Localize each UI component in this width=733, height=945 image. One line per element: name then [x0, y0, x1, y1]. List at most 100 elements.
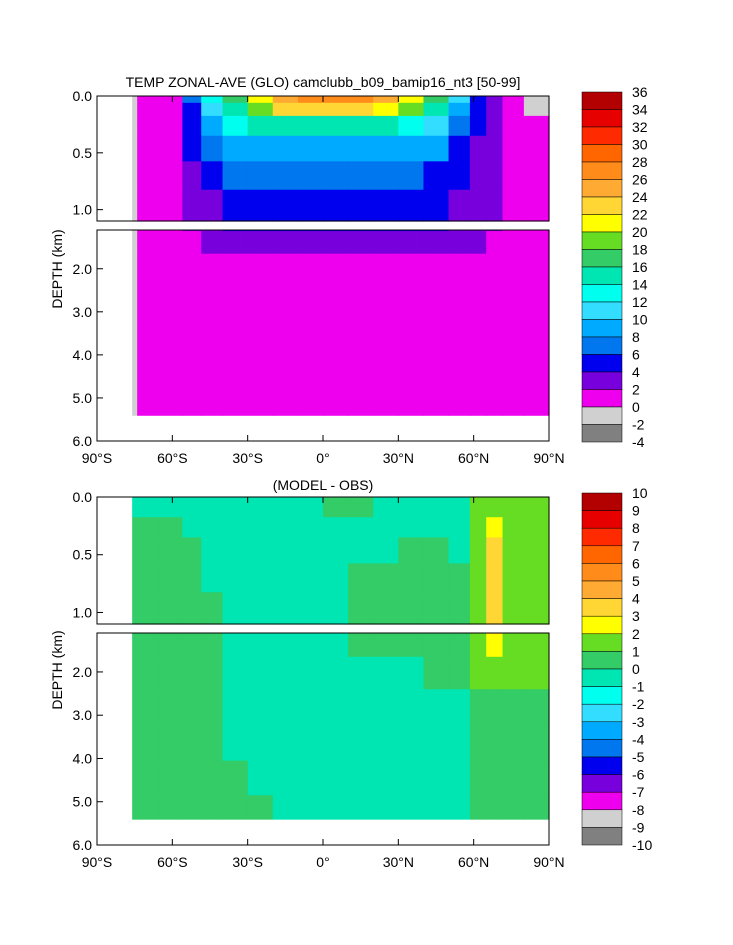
field-cell	[323, 230, 349, 232]
field-cell	[523, 230, 550, 232]
field-cell	[523, 357, 550, 393]
field-cell	[486, 320, 504, 358]
field-cell	[523, 189, 550, 222]
field-cell	[502, 634, 525, 658]
colorbar-swatch	[581, 563, 623, 582]
field-cell	[398, 230, 425, 232]
field-cell	[469, 115, 487, 137]
field-cell	[486, 503, 504, 518]
temperature-panel: TEMP ZONAL-AVE (GLO) camclubb_b09_bamip1…	[49, 74, 648, 466]
colorbar-swatch	[581, 319, 623, 338]
colorbar-swatch	[581, 144, 623, 163]
field-cell	[348, 161, 374, 191]
field-cell	[373, 689, 399, 725]
colorbar-swatch	[581, 389, 623, 408]
colorbar-swatch	[581, 424, 623, 443]
field-cell	[297, 592, 324, 625]
field-cell	[448, 633, 471, 635]
colorbar-swatch	[581, 774, 623, 793]
field-cell	[502, 357, 525, 393]
field-cell	[132, 253, 138, 287]
field-cell	[323, 135, 349, 162]
field-cell	[373, 253, 399, 287]
field-cell	[137, 563, 161, 593]
field-cell	[469, 497, 487, 505]
y-tick-label: 0.0	[73, 489, 93, 505]
field-cell	[486, 231, 504, 255]
field-cell	[502, 231, 525, 255]
field-cell	[137, 320, 161, 358]
colorbar-label: 10	[632, 485, 648, 501]
colorbar-swatch	[581, 651, 623, 670]
colorbar-swatch	[581, 336, 623, 355]
field-cell	[423, 391, 450, 416]
colorbar-label: 24	[632, 189, 648, 205]
field-cell	[523, 537, 550, 564]
field-cell	[423, 656, 450, 690]
field-cell	[159, 189, 183, 222]
field-cell	[523, 503, 550, 518]
field-cell	[398, 320, 425, 358]
field-cell	[469, 391, 487, 416]
field-cell	[132, 723, 138, 762]
field-cell	[272, 161, 299, 191]
field-cell	[486, 115, 504, 137]
colorbar-swatch	[581, 739, 623, 758]
field-cell	[247, 135, 274, 162]
field-cell	[201, 320, 224, 358]
field-cell	[272, 230, 299, 232]
field-cell	[182, 357, 202, 393]
field-cell	[486, 285, 504, 322]
field-cell	[159, 320, 183, 358]
y-tick-label: 0.5	[73, 145, 93, 161]
field-cell	[486, 135, 504, 162]
field-cell	[448, 503, 471, 518]
field-cell	[137, 285, 161, 322]
field-cell	[348, 253, 374, 287]
field-cell	[297, 537, 324, 564]
field-cell	[423, 537, 450, 564]
field-cell	[323, 656, 349, 690]
field-cell	[423, 320, 450, 358]
field-cell	[423, 96, 450, 104]
x-tick-label: 60°S	[157, 854, 188, 870]
field-cell	[182, 760, 202, 796]
field-cell	[247, 285, 274, 322]
field-cell	[132, 285, 138, 322]
colorbar-label: 4	[632, 364, 640, 380]
lower-depth-section: 2.0 3.0 4.0 5.0 6.0	[73, 632, 550, 853]
field-cell	[423, 135, 450, 162]
field-cell	[373, 537, 399, 564]
colorbar-label: 28	[632, 154, 648, 170]
colorbar-label: 4	[632, 591, 640, 607]
y-tick-label: 2.0	[73, 664, 93, 680]
field-cell	[222, 795, 249, 820]
field-cell	[323, 320, 349, 358]
field-cell	[137, 391, 161, 416]
colorbar-swatch	[581, 284, 623, 303]
field-cell	[373, 135, 399, 162]
field-cell	[486, 391, 504, 416]
field-cell	[373, 357, 399, 393]
field-cell	[182, 497, 202, 505]
colorbar-swatch	[581, 527, 623, 547]
field-cell	[297, 320, 324, 358]
colorbar-label: 5	[632, 573, 640, 589]
field-cell	[502, 592, 525, 625]
field-cell	[201, 656, 224, 690]
colorbar-swatch	[581, 231, 623, 250]
field-cell	[182, 102, 202, 117]
field-cell	[222, 135, 249, 162]
field-cell	[486, 357, 504, 393]
x-tick-label: 60°S	[157, 450, 188, 466]
field-cell	[373, 320, 399, 358]
field-cell	[502, 503, 525, 518]
colorbar-swatch	[581, 580, 623, 599]
field-cell	[323, 795, 349, 820]
field-cell	[137, 96, 161, 104]
field-cell	[272, 503, 299, 518]
colorbar-swatch	[581, 510, 623, 529]
field-cell	[348, 320, 374, 358]
colorbar-label: 10	[632, 312, 648, 328]
field-cell	[159, 253, 183, 287]
